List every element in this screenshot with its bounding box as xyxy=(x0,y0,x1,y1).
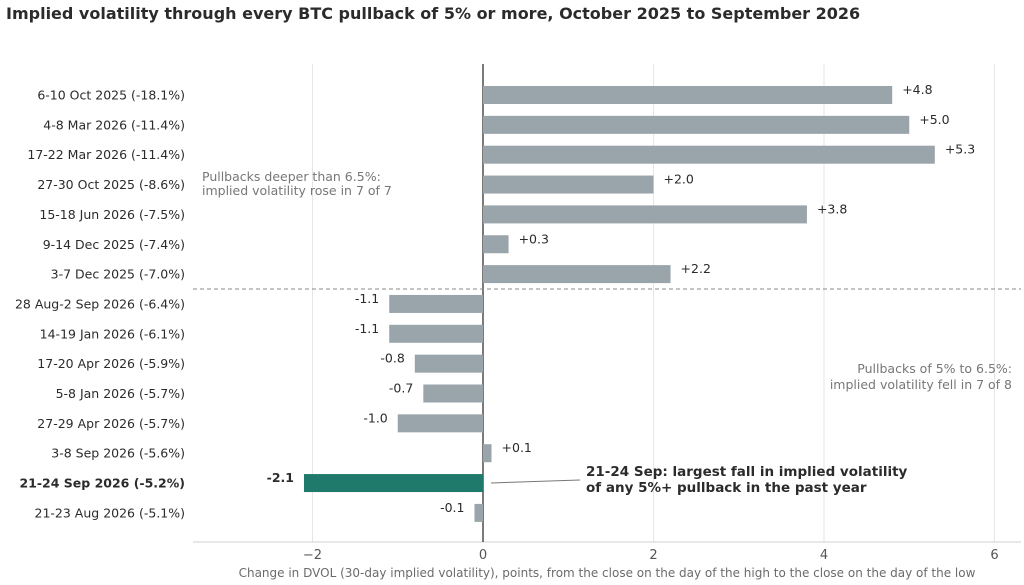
category-label: 15-18 Jun 2026 (-7.5%) xyxy=(39,207,185,222)
bar xyxy=(483,205,807,224)
bar xyxy=(483,265,671,284)
value-label: +4.8 xyxy=(902,82,932,97)
x-tick-label: 0 xyxy=(479,548,487,563)
bar xyxy=(414,354,483,373)
category-label: 5-8 Jan 2026 (-5.7%) xyxy=(56,386,185,401)
value-label: -0.7 xyxy=(389,381,413,396)
bar xyxy=(483,235,509,254)
value-label: +5.3 xyxy=(945,142,975,157)
value-label: +0.3 xyxy=(519,231,549,246)
bar xyxy=(483,115,910,134)
category-label: 21-23 Aug 2026 (-5.1%) xyxy=(35,505,185,520)
x-axis-label: Change in DVOL (30-day implied volatilit… xyxy=(239,566,976,580)
category-label: 27-30 Oct 2025 (-8.6%) xyxy=(37,177,185,192)
category-labels: 6-10 Oct 2025 (-18.1%) 4-8 Mar 2026 (-11.… xyxy=(15,88,185,521)
value-label: +0.1 xyxy=(502,440,532,455)
value-label: +3.8 xyxy=(817,201,847,216)
annotation-shallow-line-1: Pullbacks of 5% to 6.5%: xyxy=(857,361,1012,376)
category-label: 21-24 Sep 2026 (-5.2%) xyxy=(19,476,185,491)
value-label: -2.1 xyxy=(267,470,294,485)
x-tick-label: 2 xyxy=(649,548,657,563)
value-label: -0.8 xyxy=(380,351,404,366)
bar xyxy=(483,444,492,463)
category-label: 9-14 Dec 2025 (-7.4%) xyxy=(43,237,185,252)
x-tick-label: 6 xyxy=(990,548,998,563)
bar-highlight xyxy=(303,474,483,493)
bar xyxy=(483,145,935,164)
category-label: 3-8 Sep 2026 (-5.6%) xyxy=(51,446,185,461)
x-tick-label: −2 xyxy=(303,548,322,563)
category-label: 14-19 Jan 2026 (-6.1%) xyxy=(40,326,185,341)
annotation-highlight-connector xyxy=(490,479,581,484)
value-label: -1.0 xyxy=(363,410,387,425)
category-label: 6-10 Oct 2025 (-18.1%) xyxy=(37,88,185,103)
bar xyxy=(423,384,483,403)
annotation-deep-line-2: implied volatility rose in 7 of 7 xyxy=(202,183,392,198)
category-label: 27-29 Apr 2026 (-5.7%) xyxy=(37,416,185,431)
bar xyxy=(474,503,483,522)
annotation-highlight-line-2: of any 5%+ pullback in the past year xyxy=(586,480,867,496)
annotation-shallow-line-2: implied volatility fell in 7 of 8 xyxy=(830,377,1012,392)
category-label: 17-20 Apr 2026 (-5.9%) xyxy=(37,356,185,371)
value-label: +5.0 xyxy=(919,112,949,127)
bar xyxy=(389,324,483,343)
bars xyxy=(303,86,935,522)
x-axis-ticks: −2 0 2 4 6 xyxy=(303,548,999,563)
value-label: -1.1 xyxy=(355,291,379,306)
category-label: 4-8 Mar 2026 (-11.4%) xyxy=(43,117,185,132)
annotation-highlight-line-1: 21-24 Sep: largest fall in implied volat… xyxy=(586,464,908,480)
value-label: +2.2 xyxy=(681,261,711,276)
category-label: 17-22 Mar 2026 (-11.4%) xyxy=(27,147,185,162)
value-label: -1.1 xyxy=(355,321,379,336)
annotation-deep-line-1: Pullbacks deeper than 6.5%: xyxy=(202,169,381,184)
value-labels: +4.8+5.0+5.3+2.0+3.8+0.3+2.2-1.1-1.1-0.8… xyxy=(267,82,976,515)
value-label: -0.1 xyxy=(440,500,464,515)
value-label: +2.0 xyxy=(664,172,694,187)
bar xyxy=(483,175,654,194)
category-label: 28 Aug-2 Sep 2026 (-6.4%) xyxy=(15,296,185,311)
x-tick-label: 4 xyxy=(820,548,828,563)
bar xyxy=(389,294,483,313)
category-label: 3-7 Dec 2025 (-7.0%) xyxy=(51,267,185,282)
bar xyxy=(483,86,893,104)
bar xyxy=(397,414,483,433)
chart-title: Implied volatility through every BTC pul… xyxy=(6,4,860,23)
